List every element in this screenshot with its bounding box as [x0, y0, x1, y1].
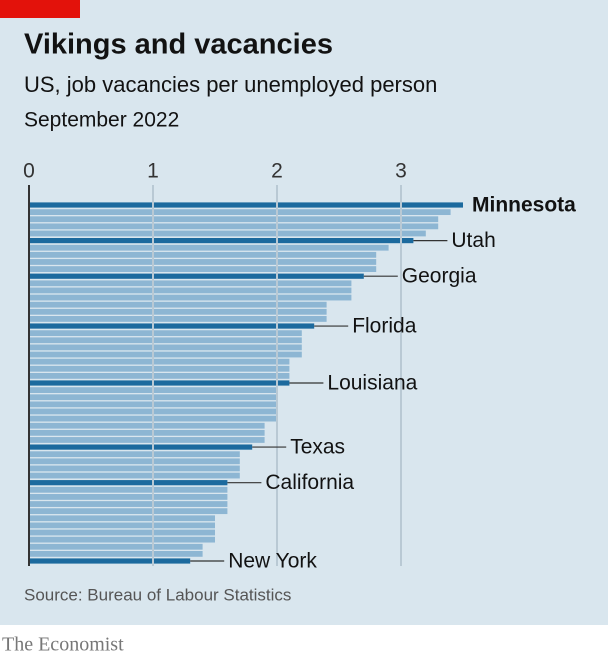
bar — [29, 380, 290, 386]
bar — [29, 536, 215, 543]
x-tick-label: 1 — [147, 160, 159, 183]
bar — [29, 494, 228, 500]
bar — [29, 465, 240, 472]
bar — [29, 543, 203, 550]
x-tick-label: 2 — [271, 160, 283, 183]
bar — [29, 344, 302, 351]
brand: The Economist — [2, 634, 124, 656]
bar — [29, 280, 352, 287]
bar — [29, 472, 240, 479]
bar-label: Louisiana — [327, 372, 417, 395]
bar — [29, 330, 302, 337]
brand-tag — [0, 0, 80, 18]
chart-subtitle: US, job vacancies per unemployed person — [24, 72, 437, 97]
bar — [29, 429, 265, 436]
bar — [29, 209, 451, 216]
bar — [29, 316, 327, 322]
bar — [29, 550, 203, 557]
bar — [29, 337, 302, 344]
bar — [29, 508, 228, 515]
source: Source: Bureau of Labour Statistics — [24, 585, 291, 604]
chart-date: September 2022 — [24, 109, 179, 132]
bar — [29, 251, 377, 258]
bar — [29, 323, 315, 329]
bar — [29, 358, 290, 365]
bar — [29, 422, 265, 429]
bar — [29, 486, 228, 493]
bar — [29, 238, 414, 244]
bar — [29, 480, 228, 486]
bar — [29, 365, 290, 372]
bar — [29, 259, 377, 265]
bar — [29, 273, 364, 279]
bar — [29, 451, 240, 458]
bar-label: Texas — [290, 436, 345, 459]
bar — [29, 287, 352, 294]
bar — [29, 444, 253, 450]
bar — [29, 501, 228, 507]
bar — [29, 529, 215, 536]
bar — [29, 230, 426, 237]
bar — [29, 458, 240, 465]
bar — [29, 266, 377, 272]
bar — [29, 522, 215, 529]
bar — [29, 294, 352, 301]
bar — [29, 244, 389, 251]
bar — [29, 351, 302, 358]
bar-label: California — [265, 471, 354, 494]
x-tick-label: 0 — [23, 160, 35, 183]
bar — [29, 515, 215, 522]
bar — [29, 437, 265, 443]
bar-label: Florida — [352, 315, 417, 338]
bar-label: New York — [228, 550, 317, 573]
bar — [29, 372, 290, 379]
bar — [29, 223, 439, 230]
x-tick-label: 3 — [395, 160, 407, 183]
bar-label: Minnesota — [472, 194, 576, 217]
chart-title: Vikings and vacancies — [24, 29, 333, 61]
bar — [29, 558, 191, 564]
bar — [29, 308, 327, 315]
bar-label: Georgia — [402, 265, 477, 288]
bar — [29, 301, 327, 308]
bar-label: Utah — [451, 229, 495, 252]
bar — [29, 216, 439, 223]
bar — [29, 202, 463, 208]
